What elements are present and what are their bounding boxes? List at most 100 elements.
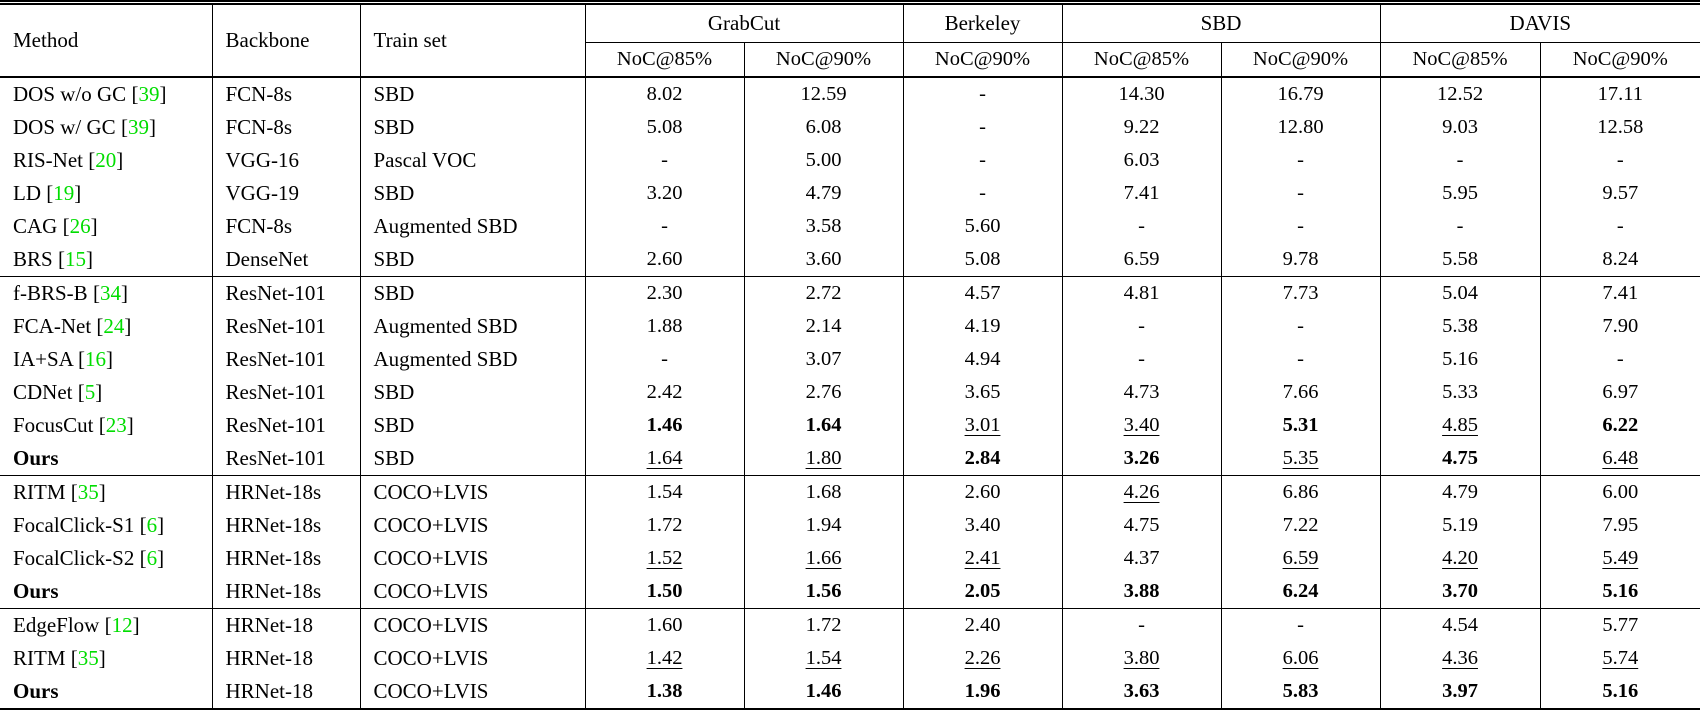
noc-value-cell: -	[1061, 343, 1222, 376]
noc-value: 3.65	[964, 381, 1001, 403]
method-name: CDNet	[13, 380, 73, 404]
noc-value: 9.57	[1602, 182, 1639, 204]
method-name: RIS-Net	[13, 148, 83, 172]
noc-value: 9.22	[1123, 116, 1160, 138]
noc-value: 4.81	[1123, 282, 1160, 304]
citation-link[interactable]: 16	[84, 347, 106, 371]
noc-value: 4.94	[964, 348, 1001, 370]
noc-value-cell: 8.24	[1539, 243, 1700, 277]
citation-link[interactable]: 19	[53, 181, 75, 205]
citation-link[interactable]: 5	[84, 380, 96, 404]
table-row: CDNet [5] ResNet-101 SBD 2.42 2.76 3.65 4.73 7.…	[0, 376, 1700, 409]
table-row: RITM [35] HRNet-18s COCO+LVIS 1.54 1.68 2.60 4…	[0, 475, 1700, 509]
citation-link[interactable]: 24	[103, 314, 125, 338]
noc-value-cell: -	[1220, 210, 1381, 243]
noc-value: 5.04	[1442, 282, 1478, 304]
citation-link[interactable]: 12	[111, 613, 133, 637]
noc-value: 7.73	[1282, 282, 1319, 304]
noc-value-cell: 3.58	[743, 210, 904, 243]
col-header-train-set: Train set	[359, 2, 585, 78]
train-set-cell: SBD	[359, 376, 585, 409]
noc-value-cell: 3.07	[743, 343, 904, 376]
train-set-cell: SBD	[359, 276, 585, 310]
noc-value: 1.68	[805, 481, 842, 503]
noc-value: 1.80	[805, 447, 842, 469]
noc-value-cell: 2.72	[743, 276, 904, 310]
citation-link[interactable]: 6	[146, 513, 158, 537]
method-cell: DOS w/o GC [39]	[13, 82, 167, 106]
train-set-cell: SBD	[359, 177, 585, 210]
method-cell: Ours	[0, 575, 212, 609]
backbone-cell: FCN-8s	[211, 77, 360, 111]
noc-value: 17.11	[1597, 83, 1643, 105]
method-name: IA+SA	[13, 347, 73, 371]
table-row: BRS [15] DenseNet SBD 2.60 3.60 5.08 6.59 9.78 5…	[0, 243, 1700, 277]
citation-link[interactable]: 6	[146, 546, 158, 570]
table-row: FCA-Net [24] ResNet-101 Augmented SBD 1.88 2…	[0, 310, 1700, 343]
noc-value: -	[1138, 348, 1145, 370]
citation-link[interactable]: 26	[69, 214, 91, 238]
noc-value-cell: 14.30	[1061, 77, 1222, 111]
citation-link[interactable]: 20	[95, 148, 117, 172]
noc-value: 1.52	[646, 547, 683, 569]
citation-link[interactable]: 15	[64, 247, 86, 271]
method-cell: CAG [26]	[13, 214, 98, 238]
backbone-cell: ResNet-101	[211, 310, 360, 343]
noc-value: 6.08	[805, 116, 842, 138]
noc-value: 1.94	[805, 514, 842, 536]
noc-value: -	[1297, 315, 1304, 337]
noc-value-cell: 4.73	[1061, 376, 1222, 409]
train-set-cell: Augmented SBD	[359, 343, 585, 376]
backbone-cell: VGG-16	[211, 144, 360, 177]
noc-value: 2.05	[964, 580, 1001, 602]
noc-value-cell: 5.31	[1220, 409, 1381, 442]
noc-value-cell: 1.38	[584, 675, 744, 710]
noc-value: 12.59	[800, 83, 847, 105]
method-cell: FocalClick-S2 [6]	[13, 546, 165, 570]
citation-link[interactable]: 39	[127, 115, 149, 139]
noc-value-cell: 1.80	[743, 442, 904, 476]
method-name: Ours	[13, 446, 59, 470]
noc-value: -	[1456, 215, 1464, 237]
noc-value: -	[661, 149, 668, 171]
method-cell: LD [19]	[13, 181, 82, 205]
noc-value-cell: 2.30	[584, 276, 744, 310]
noc-value-cell: 1.42	[584, 642, 744, 675]
col-header-method: Method	[0, 2, 212, 78]
table-row: RIS-Net [20] VGG-16 Pascal VOC - 5.00 - 6.03 - -…	[0, 144, 1700, 177]
citation-link[interactable]: 35	[77, 646, 99, 670]
noc-value-cell: -	[584, 343, 744, 376]
citation-link[interactable]: 34	[99, 281, 121, 305]
citation-link[interactable]: 35	[77, 480, 99, 504]
noc-value: -	[1456, 149, 1464, 171]
noc-value-cell: 1.66	[743, 542, 904, 575]
dataset-group-header-davis: DAVIS	[1379, 2, 1700, 43]
noc-value-cell: 7.22	[1220, 509, 1381, 542]
noc-value: 16.79	[1277, 83, 1324, 105]
backbone-cell: VGG-19	[211, 177, 360, 210]
noc-value: 4.36	[1442, 647, 1478, 669]
noc-value-cell: 4.85	[1379, 409, 1541, 442]
noc-value: -	[1616, 215, 1624, 237]
noc-value: 1.96	[964, 680, 1001, 702]
noc-value: 7.41	[1123, 182, 1160, 204]
citation-link[interactable]: 39	[138, 82, 160, 106]
noc-value-cell: 2.76	[743, 376, 904, 409]
table-row: f-BRS-B [34] ResNet-101 SBD 2.30 2.72 4.57 4.8…	[0, 276, 1700, 310]
noc-value: 1.64	[805, 414, 842, 436]
method-cell: DOS w/ GC [39]	[13, 115, 156, 139]
noc-value-cell: -	[1539, 210, 1700, 243]
table-row: CAG [26] FCN-8s Augmented SBD - 3.58 5.60 - - - -	[0, 210, 1700, 243]
noc-value-cell: 5.33	[1379, 376, 1541, 409]
noc-value-cell: 6.22	[1539, 409, 1700, 442]
noc-value: 1.54	[805, 647, 842, 669]
method-name: FocalClick-S2	[13, 546, 135, 570]
noc-value: 5.19	[1442, 514, 1478, 536]
noc-value: -	[979, 116, 986, 138]
citation-link[interactable]: 23	[105, 413, 127, 437]
noc-value-cell: 6.03	[1061, 144, 1222, 177]
method-cell: IA+SA [16]	[13, 347, 113, 371]
noc-value-cell: 1.54	[584, 475, 744, 509]
noc-value-cell: 2.41	[902, 542, 1063, 575]
noc-value: 3.80	[1123, 647, 1160, 669]
